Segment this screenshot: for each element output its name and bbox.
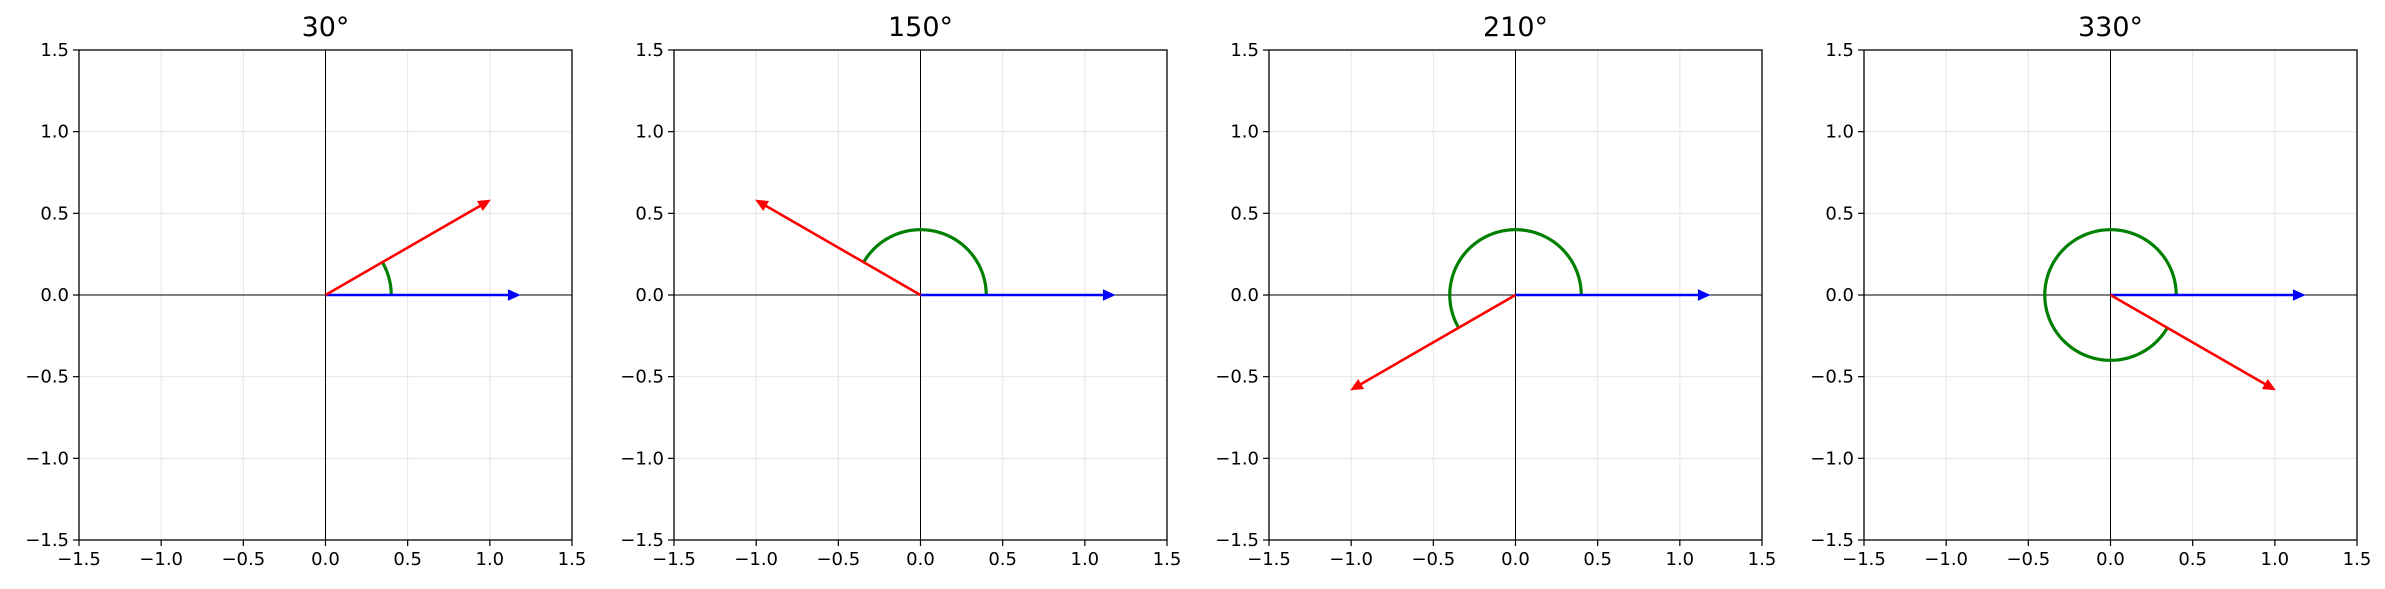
y-tick-label: −1.5 — [1810, 530, 1854, 551]
y-tick-label: 0.0 — [1825, 285, 1854, 306]
chart-title: 30° — [302, 12, 350, 43]
x-tick-label: −1.0 — [1329, 549, 1373, 570]
y-tick-label: 1.0 — [40, 122, 69, 143]
x-tick-label: 1.5 — [1153, 549, 1182, 570]
y-tick-label: −0.5 — [1810, 367, 1854, 388]
y-tick-label: 0.0 — [40, 285, 69, 306]
rotated-vector — [2109, 293, 2268, 387]
reference-vector-head — [1102, 289, 1116, 301]
y-tick-label: 1.5 — [1230, 40, 1259, 61]
y-tick-label: −1.5 — [620, 530, 664, 551]
x-tick-label: 1.5 — [2343, 549, 2372, 570]
chart-panel-1: −1.5 −1.0 −0.5 0.0 0.5 1.0 1.5 −1.5 −1.0 −0.5 0.0 0… — [25, 12, 586, 570]
y-tick-label: 1.5 — [40, 40, 69, 61]
x-tick-label: 0.0 — [1501, 549, 1530, 570]
reference-vector-head — [1697, 289, 1711, 301]
y-tick-label: −1.0 — [1215, 448, 1259, 469]
y-tick-label: −0.5 — [25, 367, 69, 388]
y-tick-label: −1.5 — [1215, 530, 1259, 551]
x-tick-label: −1.5 — [1247, 549, 1291, 570]
y-tick-label: −0.5 — [620, 367, 664, 388]
chart-panel-3: −1.5 −1.0 −0.5 0.0 0.5 1.0 1.5 −1.5 −1.0 −0.5 0.0 0… — [1215, 12, 1776, 570]
x-tick-label: 0.5 — [393, 549, 422, 570]
reference-vector-head — [2292, 289, 2306, 301]
y-tick-label: 0.5 — [1825, 203, 1854, 224]
x-tick-label: −1.5 — [57, 549, 101, 570]
x-tick-label: 0.0 — [2096, 549, 2125, 570]
x-tick-label: −0.5 — [2006, 549, 2050, 570]
y-tick-label: −1.0 — [1810, 448, 1854, 469]
rotated-vector-head — [1350, 378, 1365, 391]
x-tick-label: 1.0 — [476, 549, 505, 570]
angle-arc — [1448, 228, 1583, 329]
y-tick-label: 0.5 — [635, 203, 664, 224]
x-tick-label: 1.5 — [1748, 549, 1777, 570]
y-tick-label: 1.0 — [1230, 122, 1259, 143]
x-tick-label: −1.0 — [734, 549, 778, 570]
rotated-vector — [1358, 293, 1517, 387]
chart-title: 150° — [888, 12, 953, 43]
x-tick-label: −1.0 — [139, 549, 183, 570]
x-tick-label: −0.5 — [816, 549, 860, 570]
x-tick-label: 0.5 — [2178, 549, 2207, 570]
x-tick-label: 0.5 — [1583, 549, 1612, 570]
y-tick-label: 0.0 — [1230, 285, 1259, 306]
y-tick-label: 0.5 — [1230, 203, 1259, 224]
angle-arc — [381, 261, 393, 295]
chart-panel-4: −1.5 −1.0 −0.5 0.0 0.5 1.0 1.5 −1.5 −1.0 −0.5 0.0 0… — [1810, 12, 2371, 570]
x-tick-label: 0.0 — [906, 549, 935, 570]
rotated-vector-head — [476, 199, 491, 212]
rotated-vector-head — [755, 199, 770, 212]
y-tick-label: 1.5 — [1825, 40, 1854, 61]
x-tick-label: 1.0 — [1666, 549, 1695, 570]
chart-title: 210° — [1483, 12, 1548, 43]
y-tick-label: 1.0 — [635, 122, 664, 143]
chart-panel-2: −1.5 −1.0 −0.5 0.0 0.5 1.0 1.5 −1.5 −1.0 −0.5 0.0 0… — [620, 12, 1181, 570]
y-tick-label: −0.5 — [1215, 367, 1259, 388]
rotated-vector-head — [2261, 378, 2276, 391]
y-tick-label: 1.0 — [1825, 122, 1854, 143]
angle-arc — [2043, 228, 2178, 362]
x-tick-label: 0.0 — [311, 549, 340, 570]
x-tick-label: −0.5 — [221, 549, 265, 570]
x-tick-label: 1.0 — [2261, 549, 2290, 570]
y-tick-label: −1.5 — [25, 530, 69, 551]
y-tick-label: 0.0 — [635, 285, 664, 306]
y-tick-label: −1.0 — [25, 448, 69, 469]
chart-title: 330° — [2078, 12, 2143, 43]
rotated-vector — [324, 203, 483, 297]
rotated-vector — [763, 203, 922, 297]
x-tick-label: −1.5 — [652, 549, 696, 570]
y-tick-label: 1.5 — [635, 40, 664, 61]
x-tick-label: −1.5 — [1842, 549, 1886, 570]
angle-arc — [862, 228, 988, 296]
x-tick-label: −0.5 — [1411, 549, 1455, 570]
x-tick-label: 0.5 — [988, 549, 1017, 570]
reference-vector-head — [507, 289, 521, 301]
x-tick-label: −1.0 — [1924, 549, 1968, 570]
x-tick-label: 1.5 — [558, 549, 587, 570]
y-tick-label: 0.5 — [40, 203, 69, 224]
x-tick-label: 1.0 — [1071, 549, 1100, 570]
y-tick-label: −1.0 — [620, 448, 664, 469]
